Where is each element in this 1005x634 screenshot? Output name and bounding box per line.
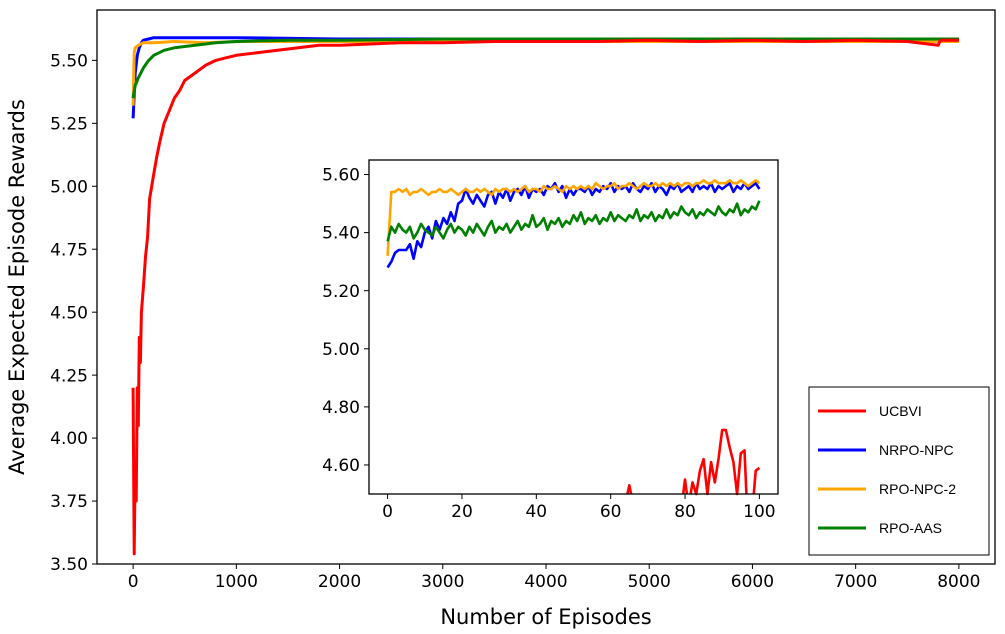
series-line-ucbvi-seg2 (689, 428, 748, 496)
y-tick-label: 5.20 (322, 282, 360, 302)
x-tick-label: 80 (674, 502, 696, 522)
y-tick-label: 5.00 (50, 177, 88, 197)
y-tick-label: 3.50 (50, 555, 88, 575)
inset-x-ticks: 0 20 40 60 80 100 (382, 494, 776, 522)
x-tick-label: 4000 (524, 572, 567, 592)
y-tick-label: 4.75 (50, 240, 88, 260)
series-line-ucbvi-seg3 (752, 466, 761, 495)
x-tick-label: 1000 (215, 572, 258, 592)
main-x-ticks: 0 1000 2000 3000 4000 5000 6000 7000 8000 (128, 564, 981, 592)
inset-y-ticks: 4.60 4.80 5.00 5.20 5.40 5.60 (322, 166, 369, 476)
legend-label-nrpo-npc: NRPO-NPC (879, 442, 954, 458)
main-series-lines (131, 36, 959, 556)
x-tick-label: 40 (525, 502, 547, 522)
y-tick-label: 4.80 (322, 398, 360, 418)
y-tick-label: 5.25 (50, 114, 88, 134)
y-tick-label: 3.75 (50, 492, 88, 512)
x-tick-label: 0 (128, 572, 139, 592)
legend: UCBVI NRPO-NPC RPO-NPC-2 RPO-AAS (808, 386, 990, 556)
y-tick-label: 4.60 (322, 456, 360, 476)
x-tick-label: 20 (451, 502, 473, 522)
x-tick-label: 60 (600, 502, 622, 522)
series-line-rpo-npc-2 (386, 179, 761, 256)
y-tick-label: 5.00 (322, 340, 360, 360)
main-y-ticks: 3.50 3.75 4.00 4.25 4.50 4.75 5.00 5.25 5.50 (50, 51, 97, 575)
series-line-ucbvi-seg1 (681, 478, 689, 495)
series-line-rpo-aas (131, 37, 959, 99)
series-line-rpo-aas (386, 200, 761, 242)
series-line-ucbvi (131, 38, 959, 556)
x-tick-label: 100 (743, 502, 775, 522)
inset-plot-frame (368, 159, 779, 495)
y-axis-label: Average Expected Episode Rewards (5, 99, 29, 475)
legend-label-rpo-npc-2: RPO-NPC-2 (879, 481, 956, 497)
y-tick-label: 4.00 (50, 429, 88, 449)
x-tick-label: 8000 (937, 572, 980, 592)
y-tick-label: 5.40 (322, 224, 360, 244)
series-line-ucbvi-seg0 (626, 483, 633, 495)
x-axis-label: Number of Episodes (440, 605, 651, 629)
y-tick-label: 4.25 (50, 366, 88, 386)
x-tick-label: 7000 (834, 572, 877, 592)
legend-label-rpo-aas: RPO-AAS (879, 520, 942, 536)
x-tick-label: 2000 (318, 572, 361, 592)
x-tick-label: 0 (382, 502, 393, 522)
x-tick-label: 6000 (731, 572, 774, 592)
x-tick-label: 3000 (421, 572, 464, 592)
legend-label-ucbvi: UCBVI (879, 403, 922, 419)
main-plot: 0 1000 2000 3000 4000 5000 6000 7000 8000 3.503.… (5, 9, 996, 629)
series-line-nrpo-npc (386, 181, 761, 269)
x-tick-label: 5000 (628, 572, 671, 592)
y-tick-label: 5.50 (50, 51, 88, 71)
inset-plot: 0 20 40 60 80 100 4.60 4.80 5.00 5.20 5.40 5.60 (322, 159, 779, 522)
y-tick-label: 4.50 (50, 303, 88, 323)
y-tick-label: 5.60 (322, 166, 360, 186)
inset-series-lines (386, 179, 761, 496)
